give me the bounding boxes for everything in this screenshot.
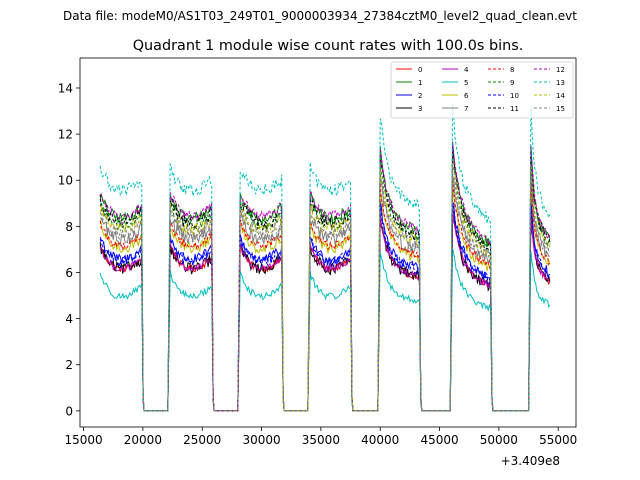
legend-label-12: 12 <box>556 66 565 74</box>
y-tick-label: 0 <box>65 404 73 418</box>
series-line-13 <box>99 104 551 412</box>
legend-label-13: 13 <box>556 79 565 87</box>
y-tick-label: 14 <box>58 81 73 95</box>
y-tick-label: 10 <box>58 174 73 188</box>
y-axis: 0 2 4 6 8 10 12 14 <box>58 81 80 418</box>
x-tick-label: 40000 <box>361 433 399 447</box>
series-line-10 <box>99 201 551 412</box>
series-layer <box>99 104 551 412</box>
legend-label-5: 5 <box>464 79 468 87</box>
legend-label-3: 3 <box>418 105 422 113</box>
x-tick-label: 20000 <box>124 433 162 447</box>
x-tick-label: 15000 <box>64 433 102 447</box>
legend-label-10: 10 <box>510 92 519 100</box>
legend-label-14: 14 <box>556 92 565 100</box>
legend-label-7: 7 <box>464 105 468 113</box>
legend-label-4: 4 <box>464 66 469 74</box>
suptitle: Data file: modeM0/AS1T03_249T01_90000039… <box>63 9 577 23</box>
series-line-15 <box>99 163 551 412</box>
y-tick-label: 8 <box>65 220 73 234</box>
x-tick-label: 35000 <box>302 433 340 447</box>
x-tick-label: 55000 <box>539 433 577 447</box>
chart-title: Quadrant 1 module wise count rates with … <box>133 38 524 54</box>
x-offset-label: +3.409e8 <box>501 454 560 468</box>
x-tick-label: 25000 <box>183 433 221 447</box>
legend-label-9: 9 <box>510 79 514 87</box>
y-tick-label: 12 <box>58 128 73 142</box>
plot-frame <box>79 57 577 428</box>
series-line-2 <box>99 197 551 412</box>
y-tick-label: 2 <box>65 358 73 372</box>
x-tick-label: 45000 <box>420 433 458 447</box>
series-line-9 <box>99 146 551 412</box>
x-tick-label: 50000 <box>480 433 518 447</box>
legend-frame <box>390 61 574 119</box>
legend-label-0: 0 <box>418 66 422 74</box>
series-line-14 <box>99 162 551 412</box>
legend-label-11: 11 <box>510 105 519 113</box>
legend-label-6: 6 <box>464 92 469 100</box>
series-line-8 <box>99 178 551 412</box>
series-line-4 <box>100 207 551 412</box>
series-line-6 <box>99 180 551 412</box>
y-tick-label: 4 <box>65 312 73 326</box>
series-line-12 <box>100 142 551 412</box>
legend-label-8: 8 <box>510 66 514 74</box>
x-axis: 15000 20000 25000 30000 35000 40000 45000 50000… <box>64 427 577 447</box>
legend-label-1: 1 <box>418 79 422 87</box>
series-line-5 <box>99 247 551 412</box>
y-tick-label: 6 <box>65 266 73 280</box>
legend-label-2: 2 <box>418 92 422 100</box>
legend-label-15: 15 <box>556 105 565 113</box>
x-tick-label: 30000 <box>242 433 280 447</box>
